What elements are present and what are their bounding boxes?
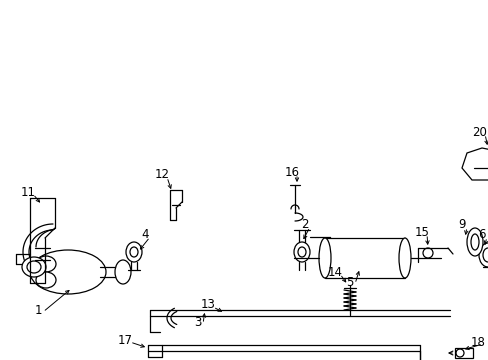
Polygon shape <box>461 148 488 180</box>
Text: 13: 13 <box>200 298 215 311</box>
Ellipse shape <box>22 257 46 277</box>
Ellipse shape <box>30 250 106 294</box>
Ellipse shape <box>36 272 56 288</box>
Text: 3: 3 <box>194 315 201 328</box>
Text: 4: 4 <box>141 229 148 242</box>
Text: 18: 18 <box>469 336 485 348</box>
Text: 5: 5 <box>346 275 353 288</box>
Text: 16: 16 <box>284 166 299 179</box>
Ellipse shape <box>398 238 410 278</box>
Ellipse shape <box>126 242 142 262</box>
Ellipse shape <box>466 228 482 256</box>
Ellipse shape <box>293 242 309 262</box>
Text: 17: 17 <box>117 333 132 346</box>
Ellipse shape <box>478 243 488 267</box>
Text: 12: 12 <box>154 168 169 181</box>
Text: 11: 11 <box>20 185 36 198</box>
Ellipse shape <box>318 238 330 278</box>
Text: 1: 1 <box>34 303 41 316</box>
Text: 20: 20 <box>471 126 487 139</box>
Text: 6: 6 <box>477 229 485 242</box>
Text: 15: 15 <box>414 225 428 238</box>
Ellipse shape <box>36 256 56 272</box>
Bar <box>325 238 404 278</box>
Ellipse shape <box>115 260 131 284</box>
Text: 2: 2 <box>301 219 308 231</box>
Bar <box>454 348 472 358</box>
Text: 14: 14 <box>327 266 342 279</box>
Text: 9: 9 <box>457 219 465 231</box>
